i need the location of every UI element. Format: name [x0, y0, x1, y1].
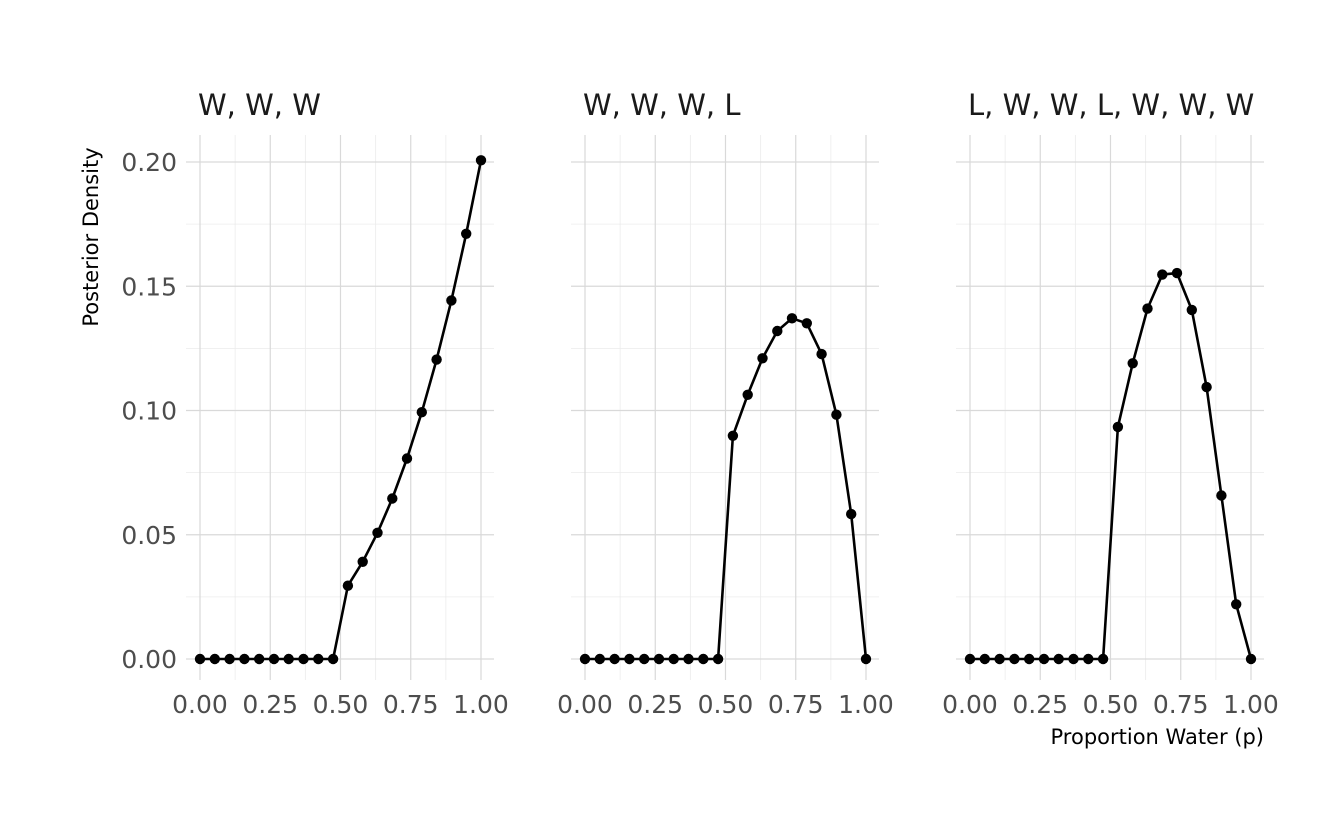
data-point [742, 389, 753, 400]
data-point [283, 653, 294, 665]
data-point [1142, 303, 1153, 314]
data-point [1083, 653, 1094, 665]
data-point [757, 353, 768, 364]
data-point [1231, 599, 1242, 610]
panels: W, W, W 0.00 0.25 0.50 0.75 1.00 W, W, W, L 0.0… [172, 88, 1279, 719]
data-point [1171, 267, 1183, 279]
panel-title: W, W, W, L [583, 88, 741, 122]
data-point [683, 653, 694, 665]
panel-3: L, W, W, L, W, W, W 0.00 0.25 0.50 0.75 1.00 [942, 88, 1279, 719]
data-point [1068, 653, 1079, 665]
data-point [1009, 653, 1020, 665]
data-point [1157, 269, 1168, 280]
data-point [1038, 653, 1050, 665]
panel-title: W, W, W [198, 88, 321, 122]
data-point [1053, 653, 1064, 665]
y-tick-label: 0.05 [121, 521, 177, 550]
data-point [313, 653, 324, 665]
x-tick-label: 0.00 [557, 690, 613, 719]
data-point [1245, 653, 1257, 665]
data-point [254, 653, 265, 665]
x-tick-label: 1.00 [453, 690, 509, 719]
data-point [387, 493, 398, 504]
data-point [831, 409, 842, 420]
data-point [772, 325, 783, 337]
data-point [579, 653, 591, 665]
data-point [1201, 381, 1212, 393]
data-point [860, 653, 872, 665]
data-point [298, 653, 309, 665]
x-tick-label: 0.50 [313, 690, 369, 719]
data-point [816, 348, 827, 360]
x-tick-label: 0.50 [698, 690, 754, 719]
x-tick-label: 0.50 [1083, 690, 1139, 719]
y-axis-ticks: 0.00 0.05 0.10 0.15 0.20 [121, 148, 177, 674]
x-tick-label: 0.25 [242, 690, 298, 719]
x-tick-label: 0.75 [1153, 690, 1209, 719]
x-tick-label: 0.75 [768, 690, 824, 719]
panel-2: W, W, W, L 0.00 0.25 0.50 0.75 1.00 [557, 88, 894, 719]
data-point [209, 653, 220, 665]
data-point [1097, 653, 1109, 665]
data-point [1216, 490, 1227, 501]
x-tick-label: 0.75 [383, 690, 439, 719]
panel-1: W, W, W 0.00 0.25 0.50 0.75 1.00 [172, 88, 509, 719]
data-point [475, 155, 487, 166]
y-tick-label: 0.00 [121, 645, 177, 674]
x-axis-label: Proportion Water (p) [1051, 725, 1265, 749]
data-point [994, 653, 1005, 665]
x-tick-label: 1.00 [838, 690, 894, 719]
x-tick-label: 0.00 [172, 690, 228, 719]
data-point [668, 653, 679, 665]
data-point [401, 453, 413, 464]
y-tick-label: 0.10 [121, 397, 177, 426]
data-point [609, 653, 620, 665]
data-point [801, 318, 812, 329]
data-point [624, 653, 635, 665]
data-point [372, 527, 383, 538]
x-tick-label: 0.00 [942, 690, 998, 719]
data-point [594, 653, 605, 665]
data-point [639, 653, 650, 665]
data-point [327, 653, 339, 665]
data-point [1186, 304, 1198, 316]
data-point [1127, 358, 1138, 369]
data-point [446, 295, 457, 306]
data-point [239, 653, 250, 665]
data-point [698, 653, 709, 665]
data-point [1112, 421, 1124, 433]
x-tick-label: 0.25 [627, 690, 683, 719]
panel-title: L, W, W, L, W, W, W [968, 88, 1254, 122]
data-point [979, 653, 990, 665]
y-tick-label: 0.20 [121, 148, 177, 177]
x-tick-label: 1.00 [1223, 690, 1279, 719]
data-point [1023, 653, 1035, 665]
data-point [224, 653, 235, 665]
data-point [653, 653, 665, 665]
x-tick-label: 0.25 [1012, 690, 1068, 719]
data-point [964, 653, 976, 665]
data-point [194, 653, 206, 665]
data-point [431, 354, 442, 365]
data-point [712, 653, 724, 665]
data-point [357, 556, 368, 567]
data-point [268, 653, 280, 665]
data-point [786, 313, 798, 324]
data-point [727, 430, 739, 441]
data-point [461, 228, 472, 239]
data-point [846, 508, 857, 520]
y-axis-label: Posterior Density [79, 147, 103, 326]
data-point [416, 407, 427, 418]
y-tick-label: 0.15 [121, 272, 177, 301]
data-point [342, 580, 354, 591]
